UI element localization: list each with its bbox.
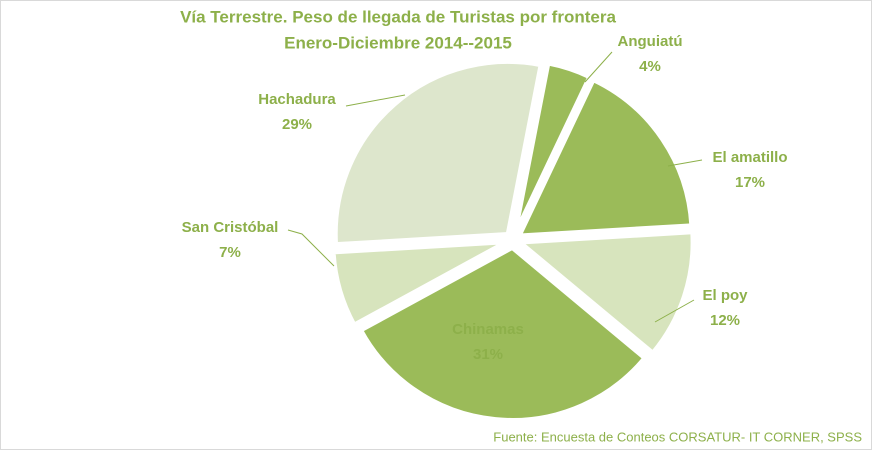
slice-label: Chinamas	[452, 321, 524, 338]
pie-slice	[516, 77, 694, 238]
value-label: 7%	[219, 244, 241, 261]
slice-label: El poy	[702, 287, 748, 304]
pie-slice	[515, 230, 695, 356]
pie-slice	[333, 59, 543, 247]
leader-line	[287, 229, 335, 267]
slice-label: Hachadura	[258, 91, 336, 108]
chart-title: Vía Terrestre. Peso de llegada de Turist…	[180, 7, 616, 26]
value-label: 4%	[639, 58, 661, 75]
pie-slice	[358, 245, 648, 422]
value-label: 31%	[473, 346, 503, 363]
leader-line	[584, 51, 613, 83]
leader-line	[345, 94, 406, 107]
pie-slice	[331, 240, 507, 328]
leader-line	[654, 299, 695, 323]
value-label: 17%	[735, 174, 765, 191]
slice-label: El amatillo	[712, 149, 787, 166]
source: Fuente: Encuesta de Conteos CORSATUR- IT…	[493, 429, 862, 444]
slice-label: San Cristóbal	[182, 219, 279, 236]
leader-line	[667, 159, 703, 167]
value-label: 12%	[710, 312, 740, 329]
chart-subtitle: Enero-Diciembre 2014--2015	[284, 33, 512, 52]
value-label: 29%	[282, 116, 312, 133]
slice-label: Anguiatú	[618, 33, 683, 50]
